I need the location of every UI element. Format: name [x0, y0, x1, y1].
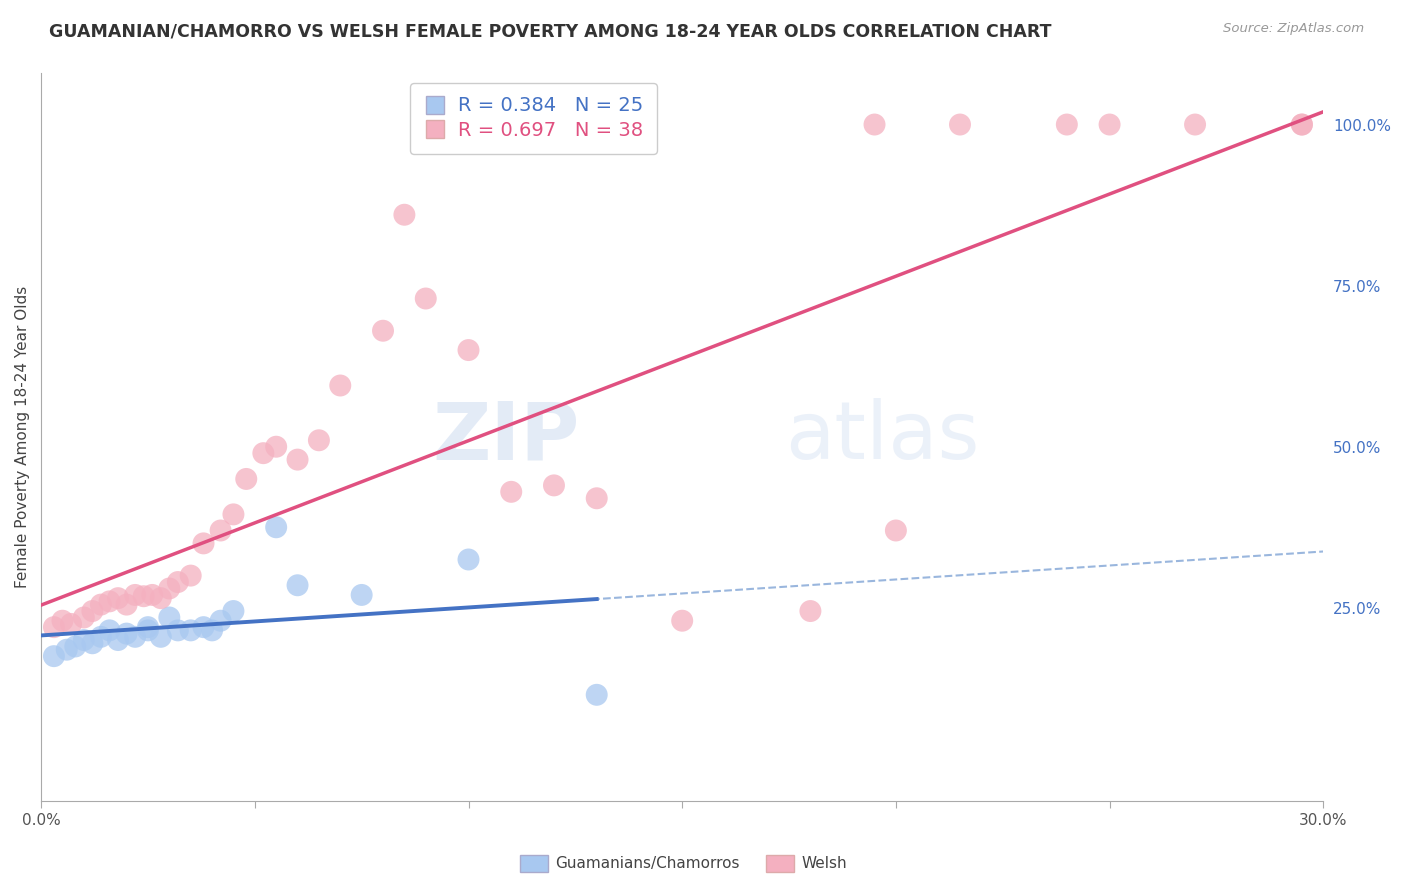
Point	[98, 624, 121, 638]
Point	[55, 642, 77, 657]
Text: Source: ZipAtlas.com: Source: ZipAtlas.com	[1223, 22, 1364, 36]
Point	[115, 626, 138, 640]
Point	[884, 524, 907, 538]
Point	[371, 324, 394, 338]
Point	[136, 620, 159, 634]
Point	[799, 604, 821, 618]
Point	[98, 594, 121, 608]
Point	[1056, 118, 1078, 132]
Point	[1098, 118, 1121, 132]
Point	[141, 588, 163, 602]
Point	[136, 624, 159, 638]
Point	[585, 491, 607, 506]
Point	[193, 536, 215, 550]
Point	[90, 598, 112, 612]
Point	[585, 688, 607, 702]
Point	[264, 520, 287, 534]
Point	[457, 552, 479, 566]
Point	[209, 614, 232, 628]
Point	[42, 620, 65, 634]
Point	[82, 604, 104, 618]
Legend: R = 0.384   N = 25, R = 0.697   N = 38: R = 0.384 N = 25, R = 0.697 N = 38	[409, 83, 658, 153]
Y-axis label: Female Poverty Among 18-24 Year Olds: Female Poverty Among 18-24 Year Olds	[15, 286, 30, 588]
Point	[65, 640, 87, 654]
Point	[107, 591, 129, 606]
Text: atlas: atlas	[785, 398, 979, 476]
Point	[308, 434, 330, 448]
Point	[167, 624, 190, 638]
Text: Guamanians/Chamorros: Guamanians/Chamorros	[555, 856, 740, 871]
Point	[252, 446, 274, 460]
Point	[394, 208, 416, 222]
Point	[501, 484, 523, 499]
Point	[209, 524, 232, 538]
Point	[149, 630, 172, 644]
Point	[180, 568, 202, 582]
Point	[264, 440, 287, 454]
Point	[73, 610, 96, 624]
Point	[671, 614, 693, 628]
Text: ZIP: ZIP	[433, 398, 579, 476]
Point	[863, 118, 886, 132]
Point	[157, 582, 180, 596]
Point	[124, 630, 146, 644]
Point	[167, 575, 190, 590]
Point	[222, 508, 245, 522]
Point	[201, 624, 224, 638]
Point	[60, 616, 83, 631]
Point	[124, 588, 146, 602]
Point	[329, 378, 352, 392]
Point	[51, 614, 73, 628]
Point	[107, 633, 129, 648]
Point	[73, 633, 96, 648]
Point	[1291, 118, 1313, 132]
Point	[82, 636, 104, 650]
Point	[287, 452, 309, 467]
Point	[157, 610, 180, 624]
Point	[350, 588, 373, 602]
Point	[1291, 118, 1313, 132]
Point	[180, 624, 202, 638]
Point	[90, 630, 112, 644]
Point	[235, 472, 257, 486]
Point	[415, 292, 437, 306]
Point	[222, 604, 245, 618]
Text: Welsh: Welsh	[801, 856, 846, 871]
Point	[193, 620, 215, 634]
Point	[115, 598, 138, 612]
Point	[1184, 118, 1206, 132]
Point	[949, 118, 972, 132]
Point	[42, 649, 65, 664]
Point	[543, 478, 565, 492]
Point	[287, 578, 309, 592]
Point	[132, 589, 155, 603]
Point	[457, 343, 479, 357]
Text: GUAMANIAN/CHAMORRO VS WELSH FEMALE POVERTY AMONG 18-24 YEAR OLDS CORRELATION CHA: GUAMANIAN/CHAMORRO VS WELSH FEMALE POVER…	[49, 22, 1052, 40]
Point	[149, 591, 172, 606]
